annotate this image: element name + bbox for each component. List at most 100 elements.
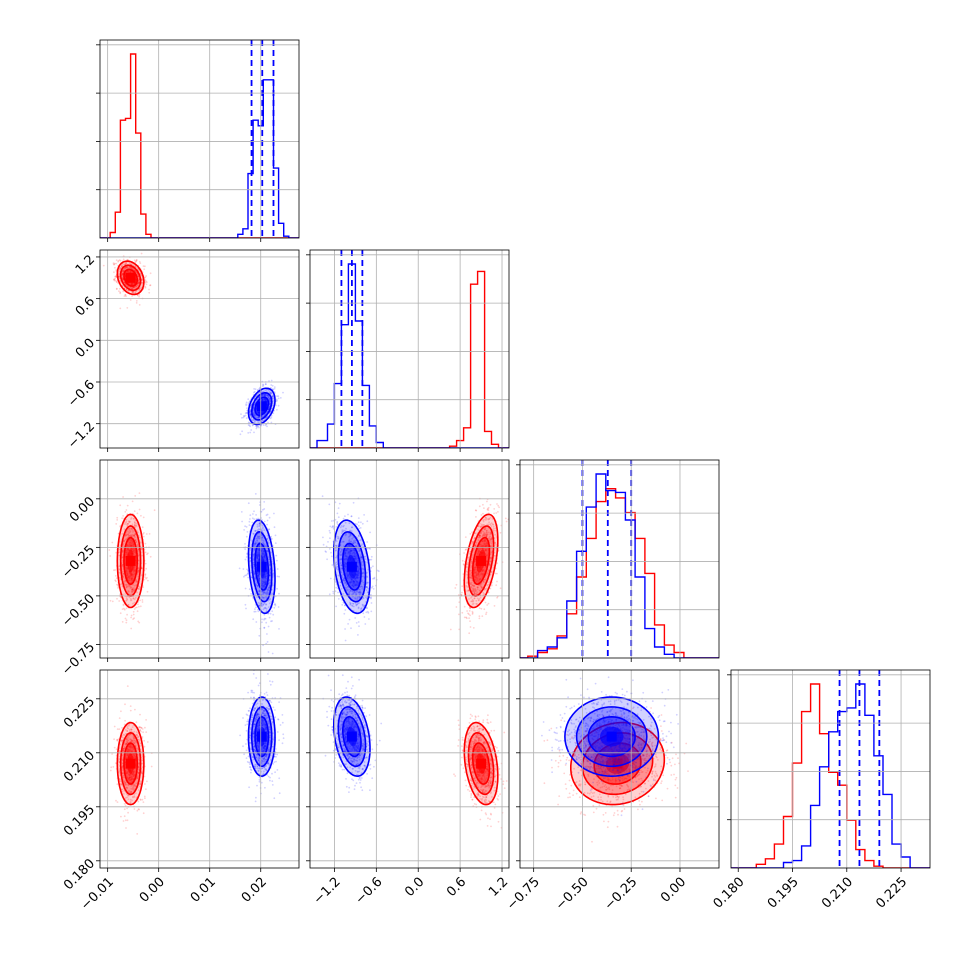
scatter-point (352, 583, 355, 585)
scatter-point (250, 571, 253, 574)
scatter-point (479, 534, 481, 537)
scatter-point (331, 526, 333, 529)
scatter-point (351, 584, 354, 587)
scatter-point (263, 576, 266, 579)
scatter-point (256, 584, 259, 587)
scatter-point (263, 520, 266, 523)
scatter-point (243, 575, 245, 578)
scatter-point (132, 286, 135, 289)
scatter-point (133, 524, 136, 527)
scatter-point (266, 425, 268, 428)
scatter-point (482, 512, 484, 515)
scatter-point (263, 394, 266, 397)
scatter-point (476, 586, 479, 589)
scatter-point (128, 529, 131, 532)
scatter-point (470, 583, 473, 586)
scatter-point (137, 603, 139, 606)
scatter-point (128, 543, 131, 546)
scatter-point (247, 402, 250, 404)
scatter-point (269, 574, 271, 577)
scatter-point (261, 419, 264, 422)
scatter-point (118, 551, 121, 554)
scatter-point (258, 537, 261, 540)
panel-frame (99, 39, 300, 239)
scatter-point (135, 285, 138, 288)
scatter-point (481, 569, 484, 572)
scatter-point (345, 563, 347, 566)
scatter-point (269, 550, 272, 553)
scatter-point (125, 549, 128, 552)
scatter-point (124, 263, 126, 265)
scatter-point (480, 523, 483, 526)
scatter-point (270, 551, 273, 554)
scatter-point (130, 572, 132, 575)
scatter-point (472, 589, 475, 591)
scatter-point (132, 282, 134, 285)
scatter-point (132, 613, 135, 616)
scatter-point (126, 258, 129, 261)
scatter-point (476, 591, 478, 594)
scatter-point (146, 553, 148, 556)
scatter-point (249, 412, 251, 414)
scatter-point (471, 603, 474, 606)
scatter-point (109, 599, 112, 602)
scatter-point (121, 556, 124, 559)
scatter-point (475, 573, 478, 576)
scatter-point (265, 594, 268, 596)
scatter-point (479, 544, 481, 546)
scatter-point (246, 531, 249, 533)
scatter-point (265, 399, 267, 402)
scatter-point (480, 586, 483, 589)
scatter-point (265, 592, 267, 595)
scatter-point (115, 551, 118, 554)
scatter-point (356, 576, 359, 579)
scatter-point (263, 590, 266, 593)
scatter-point (341, 530, 344, 533)
scatter-point (264, 582, 267, 585)
scatter-point (262, 586, 264, 588)
scatter-point (474, 544, 477, 547)
scatter-point (479, 548, 482, 551)
scatter-point (133, 259, 136, 262)
scatter-point (133, 534, 135, 536)
scatter-point (129, 263, 132, 265)
scatter-point (136, 283, 139, 286)
scatter-point (481, 574, 484, 577)
scatter-point (482, 568, 485, 571)
axis-ticks (306, 249, 510, 452)
scatter-point (116, 516, 119, 519)
scatter-point (485, 548, 487, 551)
scatter-point (263, 543, 265, 545)
scatter-point (122, 258, 125, 261)
scatter-point (360, 521, 362, 524)
scatter-point (132, 587, 135, 589)
scatter-point (124, 511, 127, 513)
scatter-point (256, 425, 259, 428)
scatter-point (256, 426, 258, 429)
scatter-point (343, 529, 345, 532)
scatter-point (260, 602, 263, 605)
scatter-point (357, 517, 360, 519)
scatter-point (123, 608, 126, 611)
scatter-point (350, 550, 352, 552)
scatter-point (474, 532, 477, 535)
scatter-point (126, 576, 129, 579)
scatter-point (133, 534, 135, 537)
scatter-point (109, 555, 112, 557)
scatter-point (131, 575, 134, 578)
scatter-point (350, 579, 353, 582)
scatter-point (254, 545, 257, 547)
scatter-point (480, 532, 482, 534)
scatter-point (267, 389, 270, 391)
scatter-point (256, 416, 259, 419)
scatter-point (256, 539, 259, 542)
scatter-point (125, 262, 127, 265)
scatter-point (130, 535, 133, 537)
scatter-point (131, 295, 134, 297)
scatter-point (146, 590, 149, 593)
scatter-point (340, 553, 343, 555)
scatter-point (125, 585, 128, 588)
scatter-point (245, 404, 248, 407)
scatter-point (132, 291, 135, 294)
scatter-point (478, 589, 481, 592)
